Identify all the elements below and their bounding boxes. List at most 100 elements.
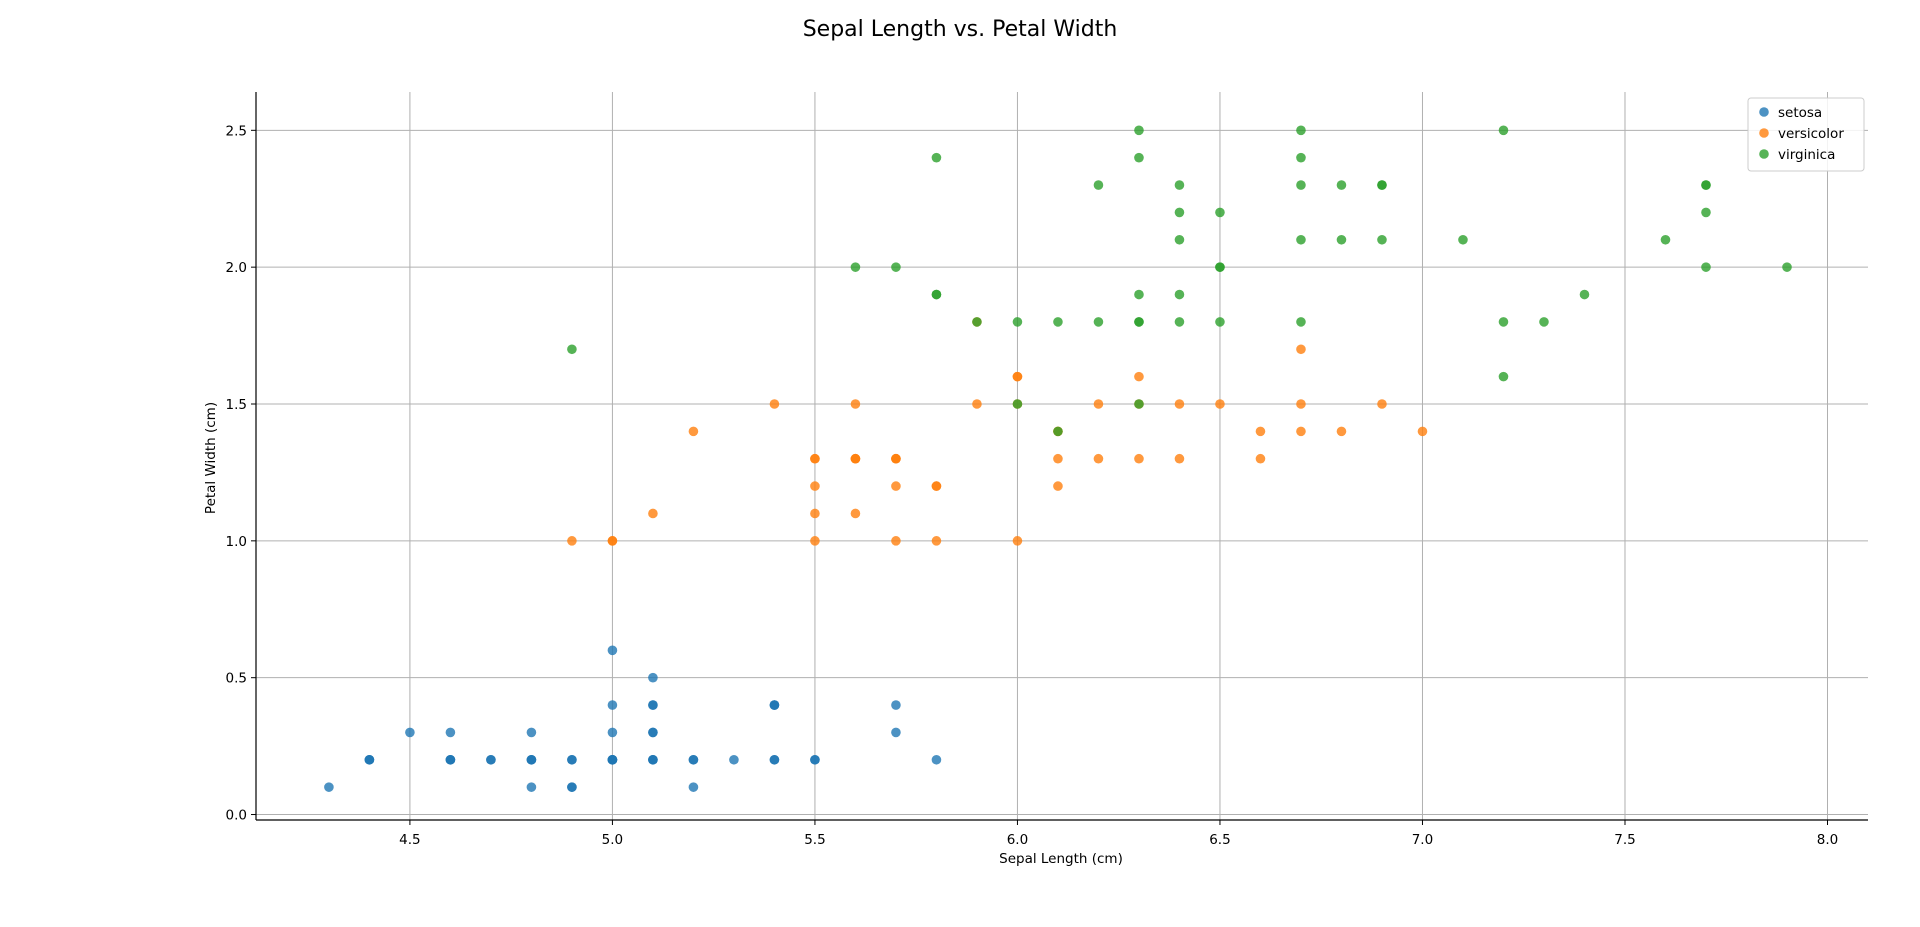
data-point-virginica xyxy=(1134,125,1144,136)
y-axis: 0.0 0.5 1.0 1.5 2.0 2.5 xyxy=(226,123,256,824)
data-point-versicolor xyxy=(769,399,780,409)
data-points xyxy=(324,125,1792,792)
data-point-versicolor xyxy=(1255,453,1266,464)
data-point-virginica xyxy=(1093,180,1104,190)
y-tick-label: 1.0 xyxy=(226,534,247,550)
legend-marker xyxy=(1759,149,1769,159)
data-point-versicolor xyxy=(1053,481,1063,491)
data-point-virginica xyxy=(567,344,577,355)
data-point-versicolor xyxy=(810,508,820,519)
data-point-virginica xyxy=(1174,234,1185,245)
data-point-virginica xyxy=(1053,426,1063,437)
data-point-virginica xyxy=(891,262,901,272)
axis-spines xyxy=(255,92,1868,821)
y-tick-label: 2.0 xyxy=(226,260,247,276)
data-point-versicolor xyxy=(931,481,942,491)
data-point-virginica xyxy=(1296,317,1306,327)
data-point-virginica xyxy=(1336,180,1347,190)
data-point-setosa xyxy=(526,727,537,738)
data-point-virginica xyxy=(1336,234,1347,245)
data-point-versicolor xyxy=(1296,344,1306,355)
data-point-versicolor xyxy=(1296,399,1306,409)
data-point-versicolor xyxy=(850,453,861,464)
x-axis: 4.5 5.0 5.5 6.0 6.5 7.0 7.5 8.0 xyxy=(399,820,1838,848)
y-axis-label: Petal Width (cm) xyxy=(203,402,219,514)
data-point-virginica xyxy=(931,152,942,163)
data-point-versicolor xyxy=(1174,399,1185,409)
data-point-virginica xyxy=(931,289,942,300)
data-point-versicolor xyxy=(1255,426,1266,437)
data-point-versicolor xyxy=(1053,453,1063,464)
data-point-versicolor xyxy=(1012,371,1023,382)
data-point-versicolor xyxy=(607,536,618,546)
data-point-versicolor xyxy=(931,536,942,546)
data-point-virginica xyxy=(1701,207,1711,218)
data-point-virginica xyxy=(1296,152,1306,163)
legend-marker xyxy=(1759,107,1769,117)
data-point-virginica xyxy=(1377,180,1387,190)
data-point-setosa xyxy=(445,727,456,738)
data-point-versicolor xyxy=(972,399,982,409)
data-point-virginica xyxy=(1215,262,1225,272)
x-tick-label: 7.5 xyxy=(1614,832,1635,848)
data-point-setosa xyxy=(648,700,658,710)
data-point-virginica xyxy=(1296,234,1306,245)
data-point-setosa xyxy=(931,754,942,765)
x-tick-label: 4.5 xyxy=(399,832,420,848)
data-point-virginica xyxy=(1498,371,1509,382)
data-point-setosa xyxy=(648,672,658,683)
data-point-setosa xyxy=(405,727,415,738)
data-point-virginica xyxy=(1498,125,1509,136)
data-point-virginica xyxy=(1701,262,1711,272)
data-point-versicolor xyxy=(1093,453,1104,464)
data-point-setosa xyxy=(607,700,618,710)
legend-label: versicolor xyxy=(1778,126,1844,142)
data-point-virginica xyxy=(1215,317,1225,327)
data-point-virginica xyxy=(1498,317,1509,327)
legend-box xyxy=(1747,97,1865,172)
data-point-virginica xyxy=(1174,317,1185,327)
data-point-versicolor xyxy=(1012,536,1023,546)
data-point-setosa xyxy=(526,782,537,792)
x-tick-label: 7.0 xyxy=(1412,832,1433,848)
y-tick-label: 2.5 xyxy=(226,123,247,139)
data-point-virginica xyxy=(1296,180,1306,190)
data-point-setosa xyxy=(769,700,780,710)
legend-marker xyxy=(1759,128,1769,138)
x-tick-label: 6.5 xyxy=(1209,832,1230,848)
data-point-setosa xyxy=(567,754,577,765)
data-point-virginica xyxy=(1539,317,1549,327)
data-point-versicolor xyxy=(891,536,901,546)
data-point-versicolor xyxy=(1134,453,1144,464)
data-point-versicolor xyxy=(648,508,658,519)
data-point-virginica xyxy=(1174,180,1185,190)
data-point-versicolor xyxy=(567,536,577,546)
x-tick-label: 8.0 xyxy=(1817,832,1838,848)
data-point-virginica xyxy=(850,262,861,272)
x-tick-label: 5.5 xyxy=(804,832,825,848)
data-point-virginica xyxy=(1377,234,1387,245)
data-point-versicolor xyxy=(850,508,861,519)
data-point-versicolor xyxy=(810,453,820,464)
y-tick-label: 0.0 xyxy=(226,808,247,824)
data-point-virginica xyxy=(1458,234,1468,245)
data-point-virginica xyxy=(1134,152,1144,163)
data-point-versicolor xyxy=(1377,399,1387,409)
data-point-virginica xyxy=(1579,289,1590,300)
data-point-setosa xyxy=(567,782,577,792)
data-point-setosa xyxy=(445,754,456,765)
x-tick-label: 5.0 xyxy=(602,832,623,848)
data-point-setosa xyxy=(607,754,618,765)
grid-lines xyxy=(256,92,1868,820)
data-point-setosa xyxy=(648,754,658,765)
data-point-versicolor xyxy=(1134,371,1144,382)
chart-title: Sepal Length vs. Petal Width xyxy=(803,17,1118,42)
data-point-versicolor xyxy=(1215,399,1225,409)
data-point-virginica xyxy=(1296,125,1306,136)
data-point-virginica xyxy=(1174,207,1185,218)
data-point-versicolor xyxy=(891,453,901,464)
data-point-virginica xyxy=(1012,399,1023,409)
data-point-versicolor xyxy=(688,426,699,437)
data-point-versicolor xyxy=(850,399,861,409)
